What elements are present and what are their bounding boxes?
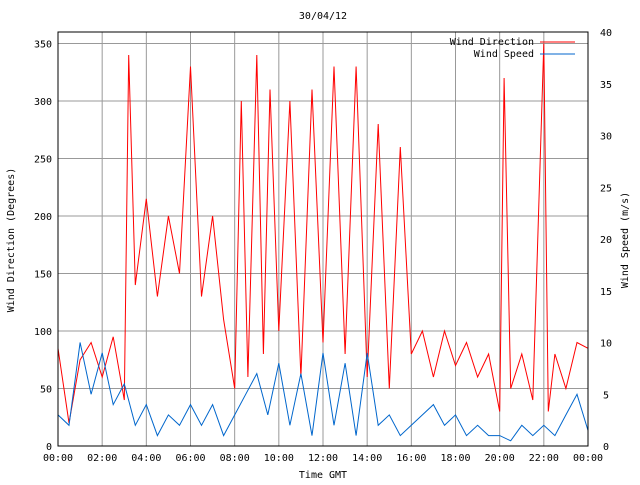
y-right-tick-label: 10: [600, 339, 612, 350]
y-right-tick-label: 20: [600, 235, 612, 246]
x-tick-label: 00:00: [43, 453, 73, 464]
y-right-tick-label: 40: [600, 28, 612, 39]
series-lines: [57, 43, 589, 442]
x-tick-label: 06:00: [175, 453, 205, 464]
y-right-tick-label: 5: [603, 390, 609, 401]
y-axis-left-label: Wind Direction (Degrees): [6, 168, 17, 313]
series-line-wind-speed: [57, 342, 589, 442]
x-tick-label: 18:00: [440, 453, 470, 464]
y-left-tick-label: 50: [40, 385, 52, 396]
legend-label-direction: Wind Direction: [450, 37, 534, 48]
y-right-tick-label: 35: [600, 80, 612, 91]
x-tick-label: 00:00: [573, 453, 603, 464]
y-left-tick-label: 350: [34, 40, 52, 51]
y-right-tick-label: 15: [600, 287, 612, 298]
legend-label-speed: Wind Speed: [474, 49, 534, 60]
y-left-tick-label: 100: [34, 327, 52, 338]
y-right-tick-label: 25: [600, 183, 612, 194]
y-left-tick-label: 300: [34, 97, 52, 108]
tick-labels: 00:00 02:00 04:00 06:00 08:00 10:00 12:00 14:00…: [34, 28, 612, 464]
y-left-tick-label: 200: [34, 212, 52, 223]
y-right-tick-label: 30: [600, 132, 612, 143]
x-tick-label: 04:00: [131, 453, 161, 464]
chart-title: 30/04/12: [299, 11, 347, 22]
plot-frame: [57, 31, 589, 447]
x-tick-label: 02:00: [87, 453, 117, 464]
y-left-tick-label: 150: [34, 270, 52, 281]
x-axis-label: Time GMT: [299, 470, 347, 480]
x-tick-label: 12:00: [308, 453, 338, 464]
y-right-tick-label: 0: [603, 442, 609, 453]
y-axis-right-label: Wind Speed (m/s): [620, 192, 631, 288]
y-left-tick-label: 0: [46, 442, 52, 453]
x-tick-label: 08:00: [220, 453, 250, 464]
legend: Wind Direction Wind Speed: [450, 37, 575, 60]
x-tick-label: 10:00: [264, 453, 294, 464]
y-left-tick-label: 250: [34, 155, 52, 166]
x-tick-label: 16:00: [396, 453, 426, 464]
x-tick-label: 20:00: [485, 453, 515, 464]
series-line-wind-direction: [57, 43, 589, 424]
x-tick-label: 14:00: [352, 453, 382, 464]
x-tick-label: 22:00: [529, 453, 559, 464]
